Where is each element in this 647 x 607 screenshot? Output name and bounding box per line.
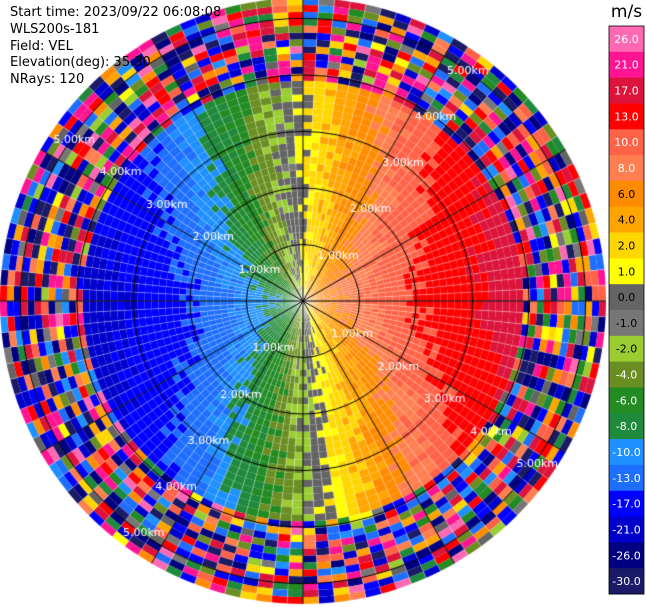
colorbar-swatch xyxy=(609,258,644,285)
colorbar-tick-label: -30.0 xyxy=(612,575,640,588)
colorbar-tick-label: 6.0 xyxy=(618,188,636,201)
colorbar-swatch xyxy=(609,284,644,311)
colorbar-swatch xyxy=(609,310,644,337)
colorbar-swatch xyxy=(609,129,644,156)
colorbar-tick-label: -2.0 xyxy=(616,343,637,356)
colorbar-frame xyxy=(608,25,645,595)
colorbar-tick-label: 0.0 xyxy=(618,291,636,304)
colorbar-tick-label: 13.0 xyxy=(614,110,639,123)
colorbar-tick-label: -4.0 xyxy=(616,369,637,382)
colorbar-tick-label: -10.0 xyxy=(612,446,640,459)
colorbar-swatch xyxy=(609,77,644,104)
colorbar-tick-label: -13.0 xyxy=(612,472,640,485)
colorbar-tick-label: -8.0 xyxy=(616,420,637,433)
colorbar-swatch xyxy=(609,464,644,492)
start-time-label: Start time: 2023/09/22 06:08:08 xyxy=(10,5,222,20)
colorbar-swatch xyxy=(609,206,644,234)
nrays-label: NRays: 120 xyxy=(10,72,85,87)
colorbar-tick-label: 26.0 xyxy=(614,33,639,46)
colorbar-tick-label: -1.0 xyxy=(616,317,637,330)
colorbar-tick-label: -6.0 xyxy=(616,394,637,407)
colorbar-swatch xyxy=(609,335,644,363)
colorbar-swatch xyxy=(609,51,644,79)
colorbar-tick-label: 17.0 xyxy=(614,85,639,98)
colorbar-tick-label: -17.0 xyxy=(612,498,640,511)
colorbar-swatch xyxy=(609,361,644,388)
elevation-label: Elevation(deg): 35.30 xyxy=(10,55,151,70)
colorbar-swatch xyxy=(609,155,644,182)
colorbar-tick-label: 2.0 xyxy=(618,239,636,252)
colorbar-swatch xyxy=(609,26,644,53)
field-label: Field: VEL xyxy=(10,39,73,54)
colorbar-title: m/s xyxy=(611,2,642,22)
colorbar-swatch xyxy=(609,542,644,569)
colorbar-tick-label: 4.0 xyxy=(618,214,636,227)
colorbar-swatch xyxy=(609,103,644,130)
colorbar-swatch xyxy=(609,516,644,543)
colorbar-swatch xyxy=(609,180,644,208)
colorbar-swatch xyxy=(609,387,644,414)
colorbar-swatch xyxy=(609,439,644,466)
colorbar-tick-label: 21.0 xyxy=(614,59,639,72)
colorbar-swatch xyxy=(609,490,644,518)
colorbar-tick-label: -26.0 xyxy=(612,549,640,562)
colorbar-swatch xyxy=(609,568,644,595)
colorbar-tick-label: 1.0 xyxy=(618,265,636,278)
instrument-label: WLS200s-181 xyxy=(10,22,100,37)
colorbar-swatch xyxy=(609,232,644,259)
colorbar-tick-label: 10.0 xyxy=(614,136,639,149)
colorbar-tick-label: 8.0 xyxy=(618,162,636,175)
colorbar-tick-label: -21.0 xyxy=(612,523,640,536)
colorbar-swatch xyxy=(609,413,644,440)
